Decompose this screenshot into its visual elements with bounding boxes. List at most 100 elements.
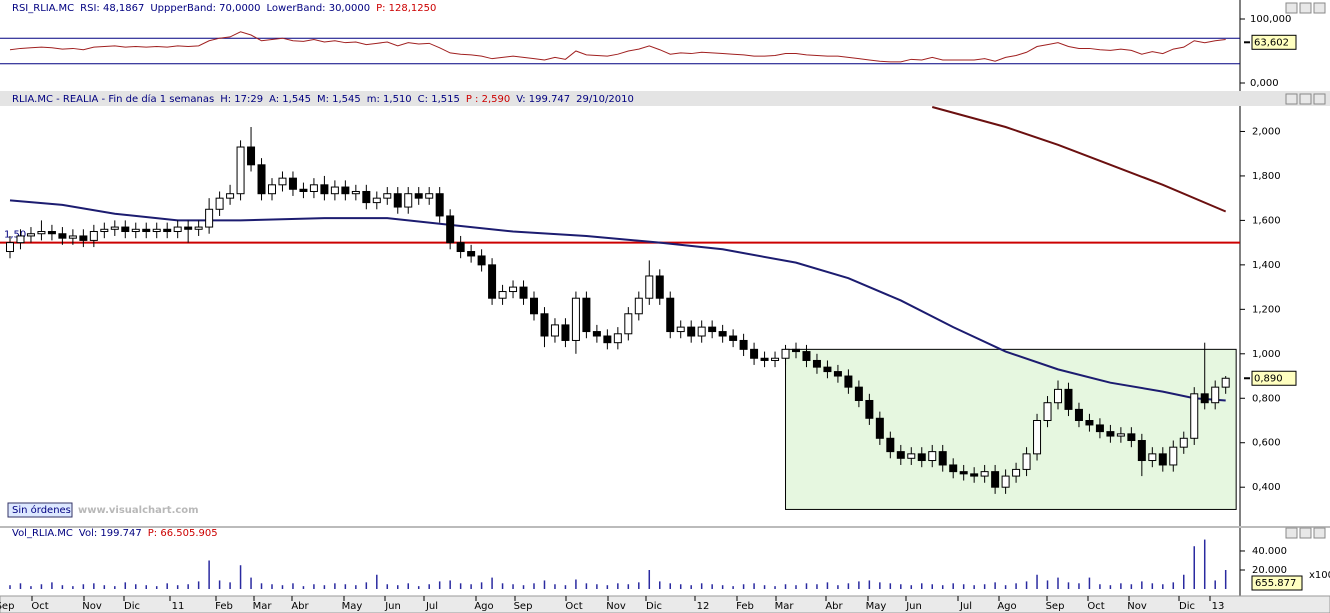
header-bar	[0, 91, 1330, 106]
x-tick-label: Mar	[253, 601, 273, 612]
candle-body	[257, 164, 266, 195]
candle-body	[1116, 433, 1125, 437]
window-button[interactable]	[1299, 527, 1312, 539]
marker-tick	[1244, 377, 1250, 380]
candle-body	[404, 193, 413, 208]
candle-body	[467, 251, 476, 257]
candle-body	[299, 188, 308, 192]
candle-body	[970, 473, 979, 477]
candle-body	[152, 228, 161, 233]
candle-body	[68, 235, 77, 239]
candle-body	[991, 471, 1000, 488]
header-text: LowerBand: 30,0000	[267, 3, 371, 14]
window-button[interactable]	[1285, 2, 1298, 14]
x-tick-label: Sep	[514, 601, 533, 612]
candle-body	[16, 235, 25, 244]
candle-body	[592, 331, 601, 337]
y-tick-label: 1,800	[1252, 171, 1281, 182]
window-button[interactable]	[1313, 527, 1326, 539]
header-text: P : 2,590	[466, 94, 510, 105]
value-marker	[1251, 575, 1303, 591]
x-tick-label: Oct	[31, 601, 48, 612]
window-button[interactable]	[1299, 93, 1312, 105]
candle-body	[687, 326, 696, 337]
y-tick-label: 1,600	[1252, 215, 1281, 226]
header-text: Vol: 199.747	[79, 528, 142, 539]
candle-body	[624, 313, 633, 335]
y-tick-label: 2,000	[1252, 126, 1281, 137]
candle-body	[792, 348, 800, 353]
header-text: Vol_RLIA.MC	[12, 528, 73, 539]
candle-body	[456, 242, 465, 253]
candle-body	[131, 228, 140, 233]
header-text: RLIA.MC - REALIA - Fin de día 1 semanas	[12, 93, 214, 105]
y-tick-label: 1,200	[1252, 304, 1281, 315]
candle-body	[247, 146, 256, 166]
x-tick-label: Abr	[291, 601, 309, 612]
x-tick-label: May	[342, 601, 363, 612]
candle-body	[530, 297, 538, 315]
candle-body	[928, 451, 937, 462]
candle-body	[917, 453, 926, 462]
candle-body	[341, 186, 350, 195]
candle-body	[1064, 388, 1073, 410]
candle-body	[278, 177, 287, 186]
candle-body	[729, 335, 738, 341]
candle-body	[142, 228, 151, 233]
candle-body	[121, 226, 130, 233]
header-text: C: 1,515	[418, 94, 460, 105]
candle-body	[58, 233, 67, 239]
candle-body	[1200, 393, 1209, 404]
candle-body	[6, 242, 14, 253]
candle-body	[1211, 386, 1220, 404]
candle-body	[949, 464, 958, 473]
window-button[interactable]	[1285, 93, 1298, 105]
candle-body	[1085, 420, 1094, 426]
candle-body	[708, 326, 717, 333]
scale-label: x100	[1309, 570, 1330, 581]
x-tick-label: Nov	[82, 601, 102, 612]
candle-body	[582, 297, 591, 333]
candle-body	[1074, 408, 1083, 421]
x-tick-label: Nov	[1127, 601, 1147, 612]
x-tick-label: Ago	[997, 601, 1016, 612]
x-tick-label: Dic	[1179, 601, 1195, 612]
candle-body	[771, 357, 780, 361]
candle-body	[1127, 433, 1136, 442]
x-tick-label: Nov	[606, 601, 626, 612]
candle-body	[561, 324, 570, 341]
candle-body	[309, 184, 318, 192]
candle-body	[959, 471, 968, 475]
candle-body	[812, 359, 821, 368]
x-tick-label: Jul	[959, 601, 972, 612]
window-button[interactable]	[1299, 2, 1312, 14]
candle-body	[425, 193, 434, 199]
horizontal-line-label: 1,50	[4, 230, 26, 241]
candle-body	[1001, 475, 1010, 488]
window-button[interactable]	[1313, 2, 1326, 14]
y-tick-label: 0,400	[1252, 482, 1281, 493]
green-box	[785, 348, 1237, 510]
x-tick-label: Abr	[825, 601, 843, 612]
x-axis-bar	[0, 595, 1330, 613]
orders-button-label: Sin órdenes	[12, 504, 71, 516]
header-text: m: 1,510	[367, 94, 412, 105]
candle-body	[760, 357, 769, 361]
window-button[interactable]	[1285, 527, 1298, 539]
orders-button[interactable]	[7, 502, 73, 518]
candle-body	[488, 264, 497, 299]
candle-body	[509, 286, 518, 293]
candle-body	[100, 228, 109, 233]
candle-body	[351, 190, 360, 195]
candle-body	[446, 215, 455, 244]
window-button[interactable]	[1313, 93, 1326, 105]
value-marker-label: 655.877	[1255, 578, 1296, 589]
candle-body	[89, 231, 98, 241]
candle-body	[79, 235, 88, 241]
candle-body	[823, 366, 832, 373]
candle-body	[697, 326, 706, 337]
candle-body	[666, 297, 675, 333]
x-tick-label: Jul	[425, 601, 438, 612]
